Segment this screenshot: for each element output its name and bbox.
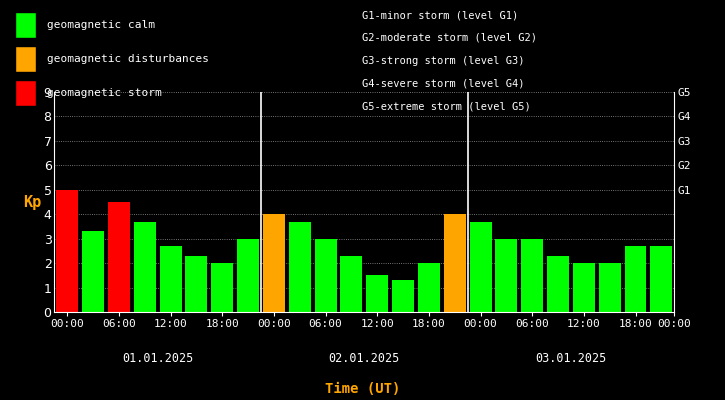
Text: Time (UT): Time (UT) [325, 382, 400, 396]
Text: G1-minor storm (level G1): G1-minor storm (level G1) [362, 10, 519, 20]
Text: 02.01.2025: 02.01.2025 [328, 352, 400, 365]
Bar [521, 239, 543, 312]
Text: 03.01.2025: 03.01.2025 [535, 352, 607, 365]
Text: geomagnetic disturbances: geomagnetic disturbances [47, 54, 209, 64]
Bar [160, 246, 181, 312]
Bar [57, 190, 78, 312]
Bar [547, 256, 569, 312]
Text: geomagnetic calm: geomagnetic calm [47, 20, 155, 30]
Text: 01.01.2025: 01.01.2025 [122, 352, 194, 365]
Bar [186, 256, 207, 312]
Text: G3-strong storm (level G3): G3-strong storm (level G3) [362, 56, 525, 66]
Bar [392, 280, 414, 312]
Bar [108, 202, 130, 312]
Bar [624, 246, 647, 312]
Bar [470, 222, 492, 312]
Bar [211, 263, 233, 312]
Bar [573, 263, 594, 312]
Bar [134, 222, 156, 312]
Bar [315, 239, 336, 312]
Bar [263, 214, 285, 312]
Bar [237, 239, 259, 312]
Y-axis label: Kp: Kp [23, 194, 41, 210]
Bar [82, 231, 104, 312]
Bar [599, 263, 621, 312]
Text: G5-extreme storm (level G5): G5-extreme storm (level G5) [362, 101, 531, 111]
Text: geomagnetic storm: geomagnetic storm [47, 88, 162, 98]
Bar [341, 256, 362, 312]
Bar [366, 275, 388, 312]
Bar [418, 263, 440, 312]
Text: G2-moderate storm (level G2): G2-moderate storm (level G2) [362, 33, 537, 43]
Bar [650, 246, 672, 312]
Text: G4-severe storm (level G4): G4-severe storm (level G4) [362, 78, 525, 88]
Bar [289, 222, 311, 312]
Bar [444, 214, 465, 312]
Bar [495, 239, 518, 312]
